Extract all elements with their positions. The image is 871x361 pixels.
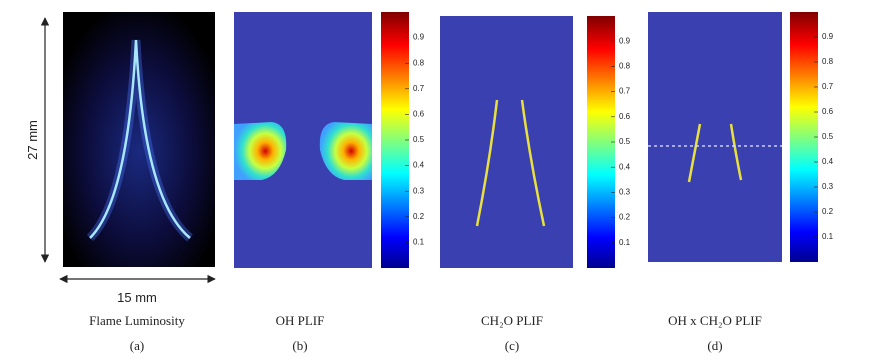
colorbar-tick-label: 0.8	[822, 57, 834, 66]
colorbar-tick-label: 0.3	[619, 188, 631, 197]
colorbar-tick-label: 0.8	[619, 62, 631, 71]
panel-letter: (b)	[292, 338, 307, 353]
colorbar	[587, 16, 615, 268]
page: Flame figure {"panels": [ {"caption": "F…	[0, 0, 871, 361]
colorbar-tick-label: 0.5	[619, 137, 631, 146]
colorbar-tick-label: 0.1	[822, 232, 834, 241]
colorbar	[381, 12, 409, 268]
colorbar-tick-label: 0.8	[413, 58, 425, 67]
colorbar-tick-label: 0.9	[822, 32, 834, 41]
panel-caption: OH x CH₂O PLIF	[668, 313, 762, 328]
product-image	[648, 12, 782, 262]
colorbar-tick-label: 0.2	[413, 212, 425, 221]
width-label: 15 mm	[117, 290, 157, 305]
body: 27 mm 15 mm Flame Luminosity (a) OH PLIF (b…	[0, 0, 871, 361]
colorbar-tick-label: 0.1	[619, 238, 631, 247]
figure: 27 mm 15 mm Flame Luminosity (a) OH PLIF (b…	[0, 0, 871, 361]
colorbar-tick-label: 0.3	[822, 182, 834, 191]
colorbar-tick-label: 0.9	[413, 33, 425, 42]
panel-b	[234, 12, 372, 268]
colorbar-tick-label: 0.7	[413, 84, 425, 93]
panel-c	[440, 16, 573, 268]
colorbar-tick-label: 0.6	[822, 107, 834, 116]
panel-d	[648, 12, 782, 262]
colorbar-tick-label: 0.7	[822, 82, 834, 91]
colorbar-tick-label: 0.4	[822, 157, 834, 166]
colorbar-tick-label: 0.5	[822, 132, 834, 141]
colorbar-tick-label: 0.2	[619, 213, 631, 222]
height-label: 27 mm	[25, 120, 40, 160]
colorbar-tick-label: 0.6	[619, 112, 631, 121]
panel-letter: (c)	[505, 338, 519, 353]
colorbar-tick-label: 0.4	[413, 161, 425, 170]
colorbar-tick-label: 0.9	[619, 36, 631, 45]
colorbar-tick-label: 0.5	[413, 135, 425, 144]
panel-caption: Flame Luminosity	[89, 313, 185, 328]
colorbar-tick-label: 0.4	[619, 162, 631, 171]
panel-caption: CH₂O PLIF	[481, 313, 543, 328]
panel-letter: (d)	[707, 338, 722, 353]
ch2o-image	[440, 16, 573, 268]
panel-a: 27 mm 15 mm	[25, 12, 215, 305]
colorbar	[790, 12, 818, 262]
panel-caption: OH PLIF	[276, 313, 325, 328]
panel-letter: (a)	[130, 338, 144, 353]
colorbar-tick-label: 0.7	[619, 87, 631, 96]
colorbar-tick-label: 0.2	[822, 207, 834, 216]
colorbar-tick-label: 0.6	[413, 110, 425, 119]
colorbar-tick-label: 0.3	[413, 186, 425, 195]
colorbar-tick-label: 0.1	[413, 238, 425, 247]
